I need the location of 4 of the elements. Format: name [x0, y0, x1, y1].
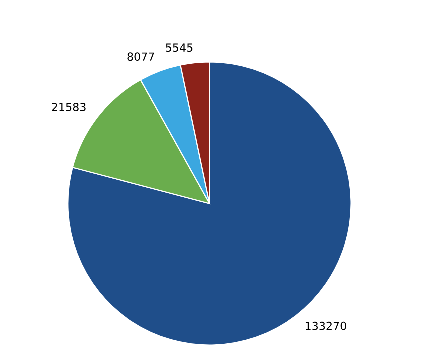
- data-label: 5545: [166, 44, 193, 52]
- data-label: 21583: [52, 103, 86, 112]
- data-label: 133270: [306, 322, 346, 330]
- data-label: 8077: [128, 52, 154, 62]
